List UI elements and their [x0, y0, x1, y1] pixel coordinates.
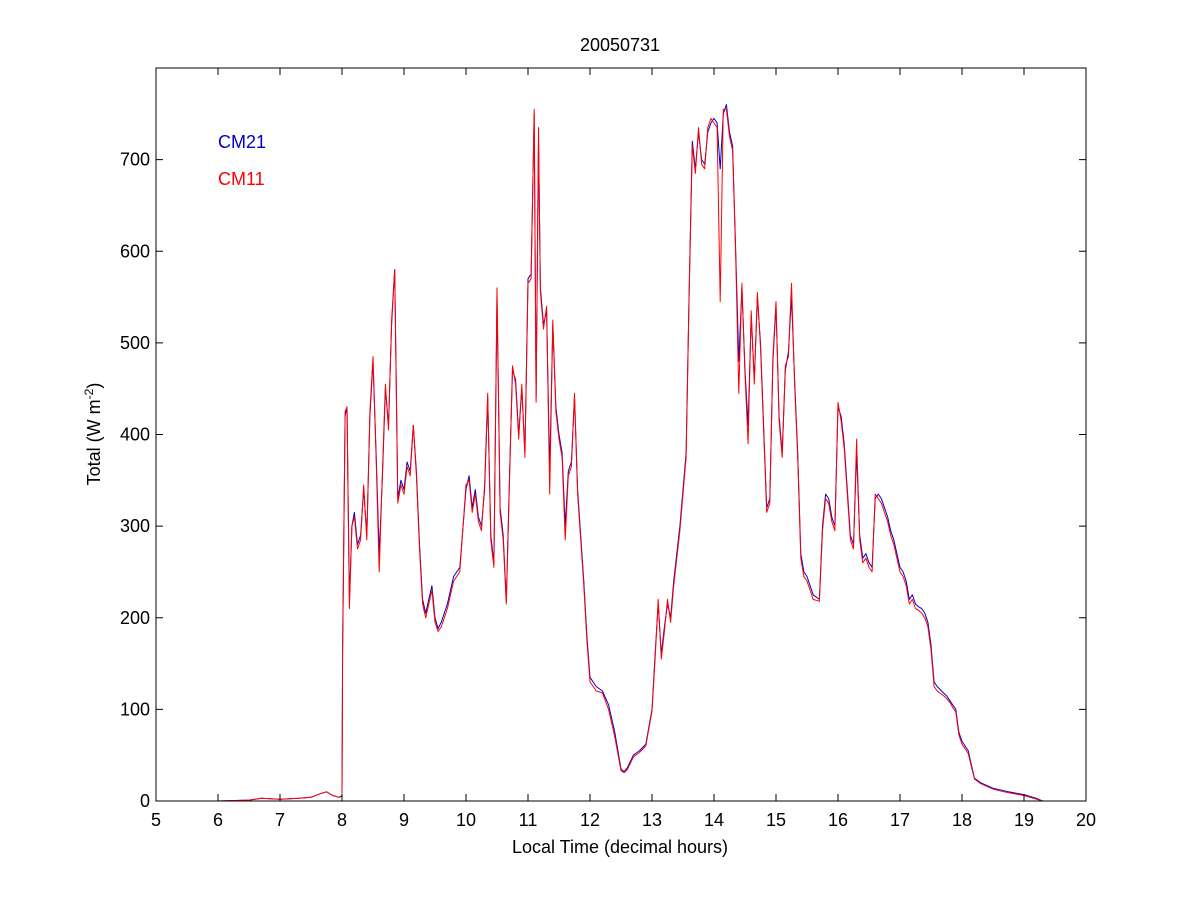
x-tick-label: 14 [704, 810, 724, 830]
legend-entry-cm21: CM21 [218, 132, 266, 152]
x-axis-label: Local Time (decimal hours) [512, 837, 728, 857]
x-tick-label: 5 [151, 810, 161, 830]
series-layer [217, 104, 1043, 802]
x-tick-label: 13 [642, 810, 662, 830]
y-tick-label: 400 [120, 425, 150, 445]
y-axis-label-close: ) [84, 383, 104, 389]
x-tick-label: 9 [399, 810, 409, 830]
x-tick-label: 15 [766, 810, 786, 830]
x-tick-label: 17 [890, 810, 910, 830]
tick-layer: 5 6 7 8 9 10 11 12 13 14 15 16 17 18 19 200100200300400… [120, 68, 1096, 830]
x-tick-label: 11 [519, 810, 538, 830]
x-tick-label: 8 [337, 810, 347, 830]
y-tick-label: 600 [120, 241, 150, 261]
x-tick-label: 18 [952, 810, 972, 830]
y-tick-label: 0 [140, 791, 150, 811]
y-tick-label: 200 [120, 608, 150, 628]
legend-entry-cm11: CM11 [218, 169, 265, 189]
x-tick-label: 12 [580, 810, 600, 830]
x-tick-label: 16 [828, 810, 848, 830]
y-axis-label-main: Total (W m [84, 399, 104, 485]
y-tick-label: 100 [120, 699, 150, 719]
y-axis-label: Total (W m-2) [82, 383, 104, 486]
x-tick-label: 10 [456, 810, 476, 830]
y-tick-label: 500 [120, 333, 150, 353]
y-tick-label: 300 [120, 516, 150, 536]
x-tick-label: 7 [275, 810, 285, 830]
x-tick-label: 19 [1014, 810, 1034, 830]
x-tick-label: 6 [213, 810, 223, 830]
chart-title: 20050731 [580, 35, 660, 55]
y-tick-label: 700 [120, 150, 150, 170]
y-axis-label-superscript: -2 [82, 388, 96, 399]
series-line-cm11 [217, 108, 1043, 802]
x-tick-label: 20 [1076, 810, 1096, 830]
